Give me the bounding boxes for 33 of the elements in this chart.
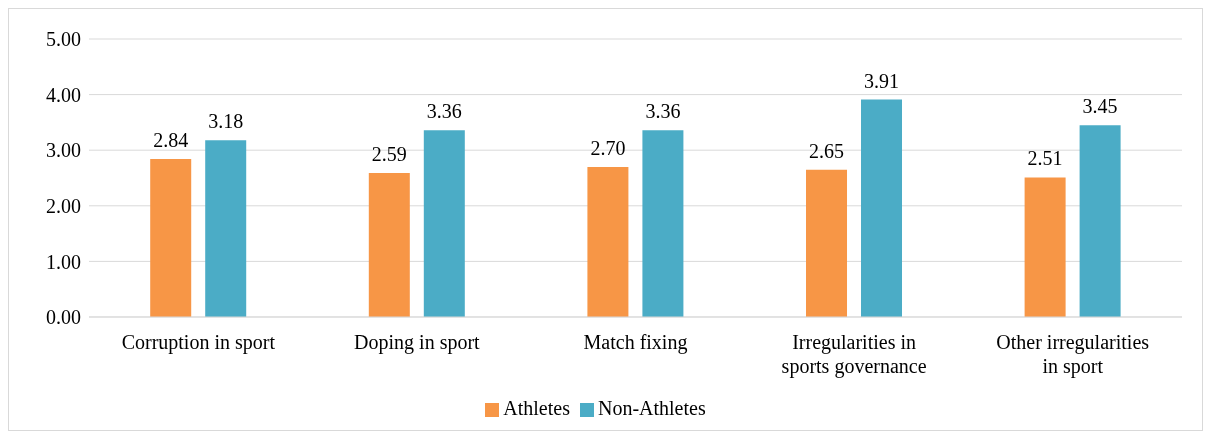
data-label: 3.45 <box>1082 95 1118 118</box>
data-label: 2.84 <box>153 129 189 152</box>
legend-label: Athletes <box>503 397 570 419</box>
data-label: 2.59 <box>371 143 407 165</box>
y-tick-label: 2.00 <box>46 194 81 217</box>
data-label: 2.51 <box>1027 147 1063 170</box>
bar <box>861 99 903 317</box>
bar <box>1079 125 1121 317</box>
x-tick-label: Corruption in sport <box>121 331 276 354</box>
data-label: 3.36 <box>645 100 681 123</box>
bar <box>150 159 192 317</box>
bar <box>423 130 465 317</box>
bar <box>587 166 629 317</box>
x-tick-label: Irregularities in sports governance <box>781 331 927 378</box>
data-label: 2.65 <box>809 139 845 162</box>
bar <box>205 140 247 317</box>
x-tick-label: Match fixing <box>583 331 688 354</box>
data-label: 2.70 <box>590 136 626 159</box>
bar <box>806 169 848 317</box>
legend-label: Non-Athletes <box>597 397 706 419</box>
data-label: 3.18 <box>208 110 244 133</box>
y-tick-label: 4.00 <box>46 83 81 106</box>
bar <box>642 130 684 317</box>
data-label: 3.91 <box>864 69 900 92</box>
bar <box>368 173 410 317</box>
data-label: 3.36 <box>426 100 462 123</box>
bar <box>1024 177 1066 317</box>
y-tick-label: 1.00 <box>46 250 81 273</box>
y-tick-label: 3.00 <box>46 139 81 162</box>
y-tick-label: 5.00 <box>46 28 81 51</box>
x-tick-label: Doping in sport <box>354 331 481 354</box>
y-tick-label: 0.00 <box>46 306 81 329</box>
x-tick-label: Other irregularities in sport <box>996 331 1150 378</box>
